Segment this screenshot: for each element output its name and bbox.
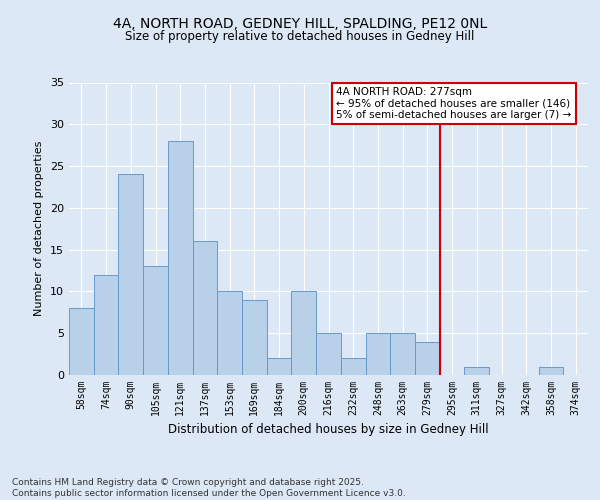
- Bar: [365, 333, 390, 375]
- X-axis label: Distribution of detached houses by size in Gedney Hill: Distribution of detached houses by size …: [168, 424, 489, 436]
- Bar: [292, 292, 316, 375]
- Bar: [143, 266, 168, 375]
- Bar: [390, 333, 415, 375]
- Bar: [341, 358, 365, 375]
- Bar: [464, 366, 489, 375]
- Bar: [539, 366, 563, 375]
- Bar: [69, 308, 94, 375]
- Bar: [193, 242, 217, 375]
- Bar: [316, 333, 341, 375]
- Y-axis label: Number of detached properties: Number of detached properties: [34, 141, 44, 316]
- Bar: [242, 300, 267, 375]
- Text: Contains HM Land Registry data © Crown copyright and database right 2025.
Contai: Contains HM Land Registry data © Crown c…: [12, 478, 406, 498]
- Bar: [168, 141, 193, 375]
- Bar: [94, 274, 118, 375]
- Bar: [415, 342, 440, 375]
- Bar: [267, 358, 292, 375]
- Text: Size of property relative to detached houses in Gedney Hill: Size of property relative to detached ho…: [125, 30, 475, 43]
- Text: 4A NORTH ROAD: 277sqm
← 95% of detached houses are smaller (146)
5% of semi-deta: 4A NORTH ROAD: 277sqm ← 95% of detached …: [336, 87, 572, 120]
- Bar: [217, 292, 242, 375]
- Text: 4A, NORTH ROAD, GEDNEY HILL, SPALDING, PE12 0NL: 4A, NORTH ROAD, GEDNEY HILL, SPALDING, P…: [113, 18, 487, 32]
- Bar: [118, 174, 143, 375]
